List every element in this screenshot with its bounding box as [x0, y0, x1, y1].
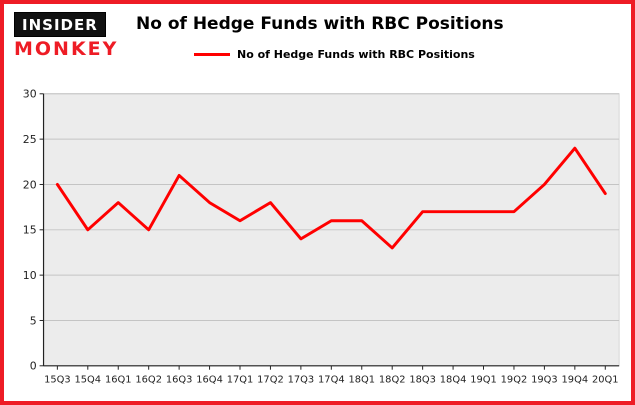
logo-insider-text: INSIDER	[14, 12, 106, 37]
svg-text:15Q4: 15Q4	[75, 374, 102, 385]
svg-text:20: 20	[23, 178, 37, 191]
legend-label: No of Hedge Funds with RBC Positions	[237, 48, 475, 61]
svg-text:15Q3: 15Q3	[44, 374, 71, 385]
svg-text:5: 5	[30, 314, 37, 327]
svg-text:19Q1: 19Q1	[470, 374, 497, 385]
logo-monkey-text: MONKEY	[14, 38, 119, 60]
chart-header: INSIDER MONKEY No of Hedge Funds with RB…	[4, 4, 631, 80]
svg-text:15: 15	[23, 224, 37, 237]
svg-text:16Q1: 16Q1	[105, 374, 132, 385]
svg-text:19Q3: 19Q3	[531, 374, 558, 385]
svg-text:17Q1: 17Q1	[227, 374, 254, 385]
svg-text:17Q2: 17Q2	[257, 374, 284, 385]
svg-text:19Q2: 19Q2	[501, 374, 528, 385]
chart-title: No of Hedge Funds with RBC Positions	[136, 14, 504, 34]
svg-text:18Q2: 18Q2	[379, 374, 406, 385]
svg-text:16Q2: 16Q2	[135, 374, 162, 385]
svg-text:20Q1: 20Q1	[592, 374, 619, 385]
line-chart: 0 5 10 15 20 25 30 15Q3 15Q4 16Q1 16Q2 16Q3 16Q4 17Q1…	[8, 86, 627, 397]
svg-text:19Q4: 19Q4	[562, 374, 589, 385]
svg-text:30: 30	[23, 88, 37, 101]
insider-monkey-logo: INSIDER MONKEY	[14, 12, 122, 60]
svg-text:18Q1: 18Q1	[348, 374, 375, 385]
svg-text:17Q3: 17Q3	[288, 374, 315, 385]
legend: No of Hedge Funds with RBC Positions	[194, 48, 504, 61]
svg-text:16Q3: 16Q3	[166, 374, 193, 385]
svg-text:17Q4: 17Q4	[318, 374, 345, 385]
svg-text:25: 25	[23, 133, 37, 146]
title-column: No of Hedge Funds with RBC Positions No …	[136, 12, 504, 61]
svg-text:10: 10	[23, 269, 37, 282]
legend-line-swatch	[194, 53, 230, 56]
svg-text:18Q3: 18Q3	[409, 374, 436, 385]
chart-svg: 0 5 10 15 20 25 30 15Q3 15Q4 16Q1 16Q2 16Q3 16Q4 17Q1…	[23, 88, 620, 385]
svg-text:0: 0	[30, 360, 37, 373]
svg-text:16Q4: 16Q4	[196, 374, 223, 385]
svg-text:18Q4: 18Q4	[440, 374, 467, 385]
